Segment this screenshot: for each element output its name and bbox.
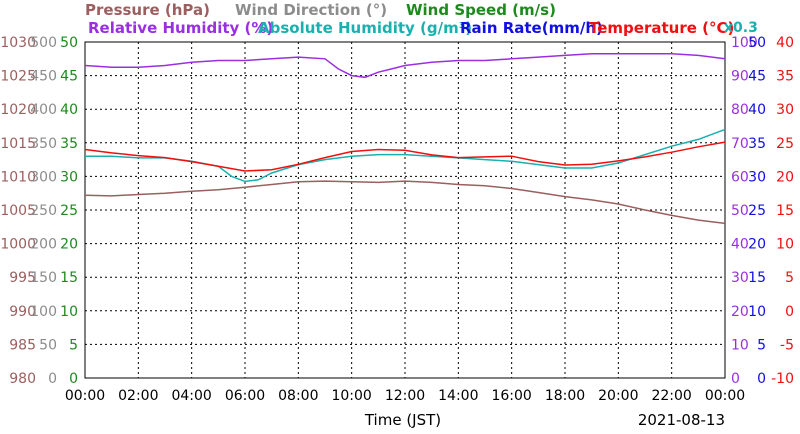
pressure-tick-label: 990 [9, 304, 36, 320]
wind_direction-tick-label: 450 [30, 69, 57, 85]
temperature-tick-label: 30 [776, 102, 794, 118]
wind_speed-tick-label: 30 [60, 169, 78, 185]
wind_speed-tick-label: 5 [69, 337, 78, 353]
x-tick-label: 12:00 [385, 388, 425, 404]
series-line [84, 141, 726, 172]
temperature-tick-label: 25 [776, 136, 794, 152]
wind_direction-tick-label: 400 [30, 102, 57, 118]
x-axis-label: Time (JST) [364, 411, 441, 429]
wind_speed-tick-label: 40 [60, 102, 78, 118]
humidity-tick-label: 90 [731, 69, 749, 85]
wind_speed-tick-label: 35 [60, 136, 78, 152]
pressure-tick-label: 995 [9, 270, 36, 286]
x-tick-label: 04:00 [171, 388, 211, 404]
rain_rate-tick-label: 30 [748, 169, 766, 185]
x-tick-label: 00:00 [65, 388, 105, 404]
rain_rate-tick-label: 40 [748, 102, 766, 118]
temperature-tick-label: 0 [785, 304, 794, 320]
wind_speed-tick-label: 0 [69, 371, 78, 387]
temperature-tick-label: 20 [776, 169, 794, 185]
temperature-tick-label: 15 [776, 203, 794, 219]
pressure-tick-label: 1030 [0, 35, 36, 51]
humidity-tick-label: 0 [731, 371, 740, 387]
pressure-tick-label: 1015 [0, 136, 36, 152]
x-tick-label: 10:00 [331, 388, 371, 404]
pressure-tick-label: 1005 [0, 203, 36, 219]
rain_rate-tick-label: 10 [748, 304, 766, 320]
humidity-tick-label: 20 [731, 304, 749, 320]
humidity-tick-label: 70 [731, 136, 749, 152]
wind_direction-tick-label: 100 [30, 304, 57, 320]
humidity-tick-label: 50 [731, 203, 749, 219]
wind_speed-tick-label: 50 [60, 35, 78, 51]
x-tick-label: 22:00 [651, 388, 691, 404]
humidity-tick-label: 30 [731, 270, 749, 286]
x-tick-label: 16:00 [491, 388, 531, 404]
wind_direction-tick-label: 200 [30, 237, 57, 253]
wind_speed-tick-label: 25 [60, 203, 78, 219]
legend-item: Wind Direction (°) [235, 1, 387, 19]
x-tick-label: 00:00 [705, 388, 745, 404]
temperature-tick-label: -10 [771, 371, 794, 387]
wind_speed-tick-label: 15 [60, 270, 78, 286]
legend-item: Pressure (hPa) [85, 1, 210, 19]
series-line [84, 180, 726, 225]
wind_direction-tick-label: 500 [30, 35, 57, 51]
pressure-tick-label: 985 [9, 337, 36, 353]
pressure-tick-label: 1000 [0, 237, 36, 253]
pressure-tick-label: 1025 [0, 69, 36, 85]
rain_rate-tick-label: 25 [748, 203, 766, 219]
legend-item: Temperature (°C) [589, 19, 734, 37]
series-line [84, 53, 726, 79]
x03-label: x0.3 [724, 20, 758, 36]
humidity-tick-label: 60 [731, 169, 749, 185]
rain_rate-tick-label: 35 [748, 136, 766, 152]
plot-frame [84, 41, 726, 379]
rain_rate-tick-label: 45 [748, 69, 766, 85]
wind_direction-tick-label: 350 [30, 136, 57, 152]
rain_rate-tick-label: 20 [748, 237, 766, 253]
humidity-tick-label: 100 [731, 35, 758, 51]
x-tick-label: 20:00 [598, 388, 638, 404]
wind_direction-tick-label: 150 [30, 270, 57, 286]
legend-item: Absolute Humidity (g/m³) [258, 19, 472, 37]
humidity-tick-label: 10 [731, 337, 749, 353]
wind_direction-tick-label: 50 [39, 337, 57, 353]
legend-item: Rain Rate(mm/h) [460, 19, 603, 37]
rain_rate-tick-label: 50 [748, 35, 766, 51]
rain_rate-tick-label: 0 [757, 371, 766, 387]
temperature-tick-label: 5 [785, 270, 794, 286]
wind_speed-tick-label: 20 [60, 237, 78, 253]
legend-item: Wind Speed (m/s) [406, 1, 556, 19]
x-tick-label: 18:00 [545, 388, 585, 404]
humidity-tick-label: 80 [731, 102, 749, 118]
temperature-tick-label: 35 [776, 69, 794, 85]
rain_rate-tick-label: 5 [757, 337, 766, 353]
pressure-tick-label: 1020 [0, 102, 36, 118]
x-tick-label: 14:00 [438, 388, 478, 404]
wind_speed-tick-label: 45 [60, 69, 78, 85]
x-tick-label: 06:00 [225, 388, 265, 404]
rain_rate-tick-label: 15 [748, 270, 766, 286]
wind_speed-tick-label: 10 [60, 304, 78, 320]
wind_direction-tick-label: 0 [48, 371, 57, 387]
pressure-tick-label: 1010 [0, 169, 36, 185]
temperature-tick-label: 10 [776, 237, 794, 253]
temperature-tick-label: -5 [780, 337, 794, 353]
humidity-tick-label: 40 [731, 237, 749, 253]
x-tick-label: 08:00 [278, 388, 318, 404]
pressure-tick-label: 980 [9, 371, 36, 387]
wind_direction-tick-label: 300 [30, 169, 57, 185]
legend-item: Relative Humidity (%) [88, 19, 273, 37]
date-label: 2021-08-13 [638, 411, 725, 429]
wind_direction-tick-label: 250 [30, 203, 57, 219]
temperature-tick-label: 40 [776, 35, 794, 51]
x-tick-label: 02:00 [118, 388, 158, 404]
